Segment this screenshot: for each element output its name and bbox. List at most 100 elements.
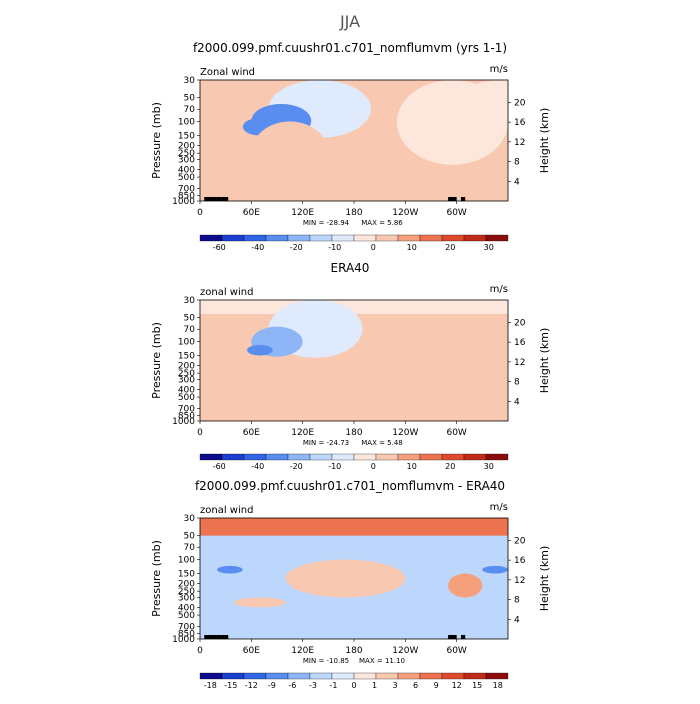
y-tick-label: 500 xyxy=(178,173,195,183)
y2-tick-label: 12 xyxy=(514,576,525,586)
y-tick-label: 300 xyxy=(178,375,195,385)
colorbar-label: 1 xyxy=(372,681,377,690)
colorbar-swatch xyxy=(199,234,223,242)
colorbar-swatch xyxy=(199,672,223,680)
colorbar-label: -9 xyxy=(268,681,276,690)
colorbar-label: -6 xyxy=(288,681,296,690)
y-tick-label: 30 xyxy=(184,514,196,524)
field-label: zonal wind xyxy=(200,287,253,298)
colorbar-label: -12 xyxy=(245,681,258,690)
y2-tick-label: 16 xyxy=(514,118,526,128)
colorbar-swatch xyxy=(485,672,509,680)
colorbar-label: 15 xyxy=(472,681,482,690)
max-label: MAX = 11.10 xyxy=(359,657,405,665)
contour-region xyxy=(482,565,508,574)
y-tick-label: 250 xyxy=(178,149,195,159)
colorbar-swatch xyxy=(397,453,421,461)
colorbar-swatch xyxy=(287,234,311,242)
colorbar-swatch xyxy=(353,234,377,242)
y-tick-label: 70 xyxy=(184,543,196,553)
y-tick-label: 200 xyxy=(178,141,195,151)
colorbar-swatch xyxy=(375,234,399,242)
colorbar-swatch xyxy=(375,672,399,680)
y-axis-label: Pressure (mb) xyxy=(150,102,163,179)
colorbar-swatch xyxy=(287,453,311,461)
field-label: Zonal wind xyxy=(200,67,255,78)
y-tick-label: 50 xyxy=(184,532,196,542)
colorbar-label: -40 xyxy=(251,243,264,252)
x-tick-label: 60W xyxy=(446,646,466,656)
y-tick-label: 50 xyxy=(184,94,196,104)
x-tick-label: 60W xyxy=(446,428,466,438)
y-tick-label: 150 xyxy=(178,570,195,580)
y2-tick-label: 8 xyxy=(514,158,520,168)
y-tick-label: 1000 xyxy=(172,197,195,207)
colorbar-swatch xyxy=(221,453,245,461)
colorbar-label: 3 xyxy=(393,681,398,690)
units-label: m/s xyxy=(490,502,508,513)
colorbar-swatch xyxy=(397,672,421,680)
colorbar-swatch xyxy=(463,672,487,680)
y2-tick-label: 20 xyxy=(514,318,526,328)
colorbar-label: 9 xyxy=(434,681,439,690)
colorbar-swatch xyxy=(221,672,245,680)
colorbar-label: 20 xyxy=(445,462,455,471)
colorbar-swatch xyxy=(419,453,443,461)
colorbar-swatch xyxy=(309,672,333,680)
colorbar-swatch xyxy=(243,234,267,242)
terrain-block xyxy=(204,635,222,639)
y-tick-label: 850 xyxy=(178,191,195,201)
colorbar-label: 18 xyxy=(493,681,503,690)
colorbar-swatch xyxy=(221,234,245,242)
contour-region xyxy=(247,344,273,356)
x-tick-label: 180 xyxy=(345,646,362,656)
contour-region xyxy=(456,80,508,118)
y-axis-label: Pressure (mb) xyxy=(150,540,163,617)
panel-title: f2000.099.pmf.cuushr01.c701_nomflumvm - … xyxy=(195,479,505,493)
panel-model: f2000.099.pmf.cuushr01.c701_nomflumvm (y… xyxy=(150,41,551,252)
panel-title: ERA40 xyxy=(331,261,370,275)
colorbar-label: 0 xyxy=(371,243,376,252)
colorbar-swatch xyxy=(441,453,465,461)
y-tick-label: 70 xyxy=(184,325,196,335)
contour-fills xyxy=(200,80,508,201)
colorbar-label: -1 xyxy=(329,681,337,690)
contour-region xyxy=(448,573,483,598)
colorbar-swatch xyxy=(287,672,311,680)
colorbar-swatch xyxy=(331,234,355,242)
y-tick-label: 700 xyxy=(178,623,195,633)
terrain-block xyxy=(460,635,466,639)
y-tick-label: 500 xyxy=(178,611,195,621)
units-label: m/s xyxy=(490,284,508,295)
y-tick-label: 700 xyxy=(178,405,195,415)
colorbar-swatch xyxy=(309,234,333,242)
x-tick-label: 0 xyxy=(197,428,203,438)
contour-region xyxy=(413,317,508,366)
y-tick-label: 250 xyxy=(178,587,195,597)
colorbar-label: 20 xyxy=(445,243,455,252)
terrain-block xyxy=(448,197,457,201)
colorbar-swatch xyxy=(353,672,377,680)
y-tick-label: 100 xyxy=(178,556,195,566)
contour-fills xyxy=(200,518,508,639)
y2-tick-label: 16 xyxy=(514,338,526,348)
colorbar-label: -18 xyxy=(204,681,217,690)
colorbar-swatch xyxy=(199,453,223,461)
colorbar-swatch xyxy=(265,453,289,461)
x-tick-label: 120W xyxy=(392,646,418,656)
y2-tick-label: 4 xyxy=(514,615,520,625)
colorbar-swatch xyxy=(441,234,465,242)
panel-difference: f2000.099.pmf.cuushr01.c701_nomflumvm - … xyxy=(150,479,551,690)
colorbar-label: 30 xyxy=(484,462,494,471)
x-tick-label: 0 xyxy=(197,646,203,656)
colorbar-swatch xyxy=(331,453,355,461)
colorbar-swatch xyxy=(309,453,333,461)
colorbar-swatch xyxy=(243,453,267,461)
y2-tick-label: 12 xyxy=(514,358,525,368)
y-tick-label: 150 xyxy=(178,132,195,142)
terrain-block xyxy=(221,635,229,639)
units-label: m/s xyxy=(490,64,508,75)
x-tick-label: 60E xyxy=(243,208,260,218)
